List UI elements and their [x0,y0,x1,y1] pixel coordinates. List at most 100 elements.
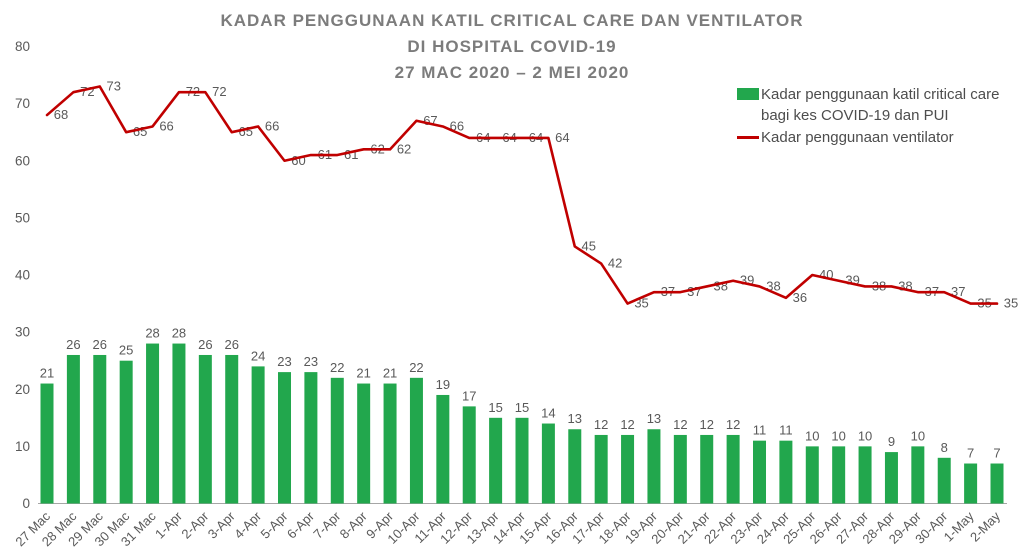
bar [225,354,239,504]
bar-value-label: 22 [330,360,344,375]
bar-value-label: 23 [277,354,291,369]
ventilator-point-label: 38 [713,278,727,293]
ventilator-point-label: 65 [133,124,147,139]
bar [779,440,793,504]
ventilator-point-label: 62 [397,141,411,156]
ventilator-point-label: 72 [80,84,94,99]
legend-label-ventilator: Kadar penggunaan ventilator [761,129,954,146]
x-axis-label: 2-Apr [178,508,212,542]
legend-item-critical-care: Kadar penggunaan katil critical care bag… [737,84,1017,126]
bar-value-label: 26 [224,337,238,352]
bar-value-label: 10 [805,428,819,443]
bar-value-label: 13 [647,411,661,426]
ventilator-point-label: 66 [159,118,173,133]
y-axis-label: 0 [22,496,30,511]
legend-label-critical-care: Kadar penggunaan katil critical care bag… [761,86,1000,124]
bar-value-label: 10 [831,428,845,443]
ventilator-point-label: 35 [1004,296,1018,311]
ventilator-point-label: 65 [238,124,252,139]
bar-value-label: 21 [383,366,397,381]
bar [647,429,661,504]
bar [621,434,635,504]
ventilator-line [45,85,999,305]
bar [93,354,107,504]
legend-item-ventilator: Kadar penggunaan ventilator [737,127,1017,148]
y-axis-label: 40 [15,268,30,283]
bar-value-label: 12 [673,417,687,432]
bar-value-label: 28 [172,326,186,341]
ventilator-point-label: 45 [582,238,596,253]
bar [937,457,951,504]
bar [172,343,186,504]
bar-value-label: 7 [993,446,1000,461]
bar-value-label: 7 [967,446,974,461]
bar-value-label: 21 [356,366,370,381]
y-axis-label: 50 [15,210,30,225]
bar [251,366,265,504]
bar [568,429,582,504]
bar-value-label: 17 [462,388,476,403]
ventilator-point-label: 60 [291,153,305,168]
y-axis-label: 20 [15,382,30,397]
bar [753,440,767,504]
bar-value-label: 19 [436,377,450,392]
legend: Kadar penggunaan katil critical care bag… [737,84,1017,148]
bar [66,354,80,504]
ventilator-point-label: 68 [54,107,68,122]
y-axis-label: 70 [15,96,30,111]
ventilator-point-label: 64 [555,130,569,145]
bar [409,377,423,504]
chart-title: KADAR PENGGUNAAN KATIL CRITICAL CARE DAN… [0,8,1024,86]
bar-value-label: 13 [568,411,582,426]
bar-value-label: 10 [858,428,872,443]
bar [357,383,371,504]
y-axis-label: 30 [15,325,30,340]
bar-value-label: 15 [515,400,529,415]
ventilator-point-label: 37 [687,284,701,299]
ventilator-point-label: 66 [265,118,279,133]
bar-value-label: 21 [40,366,54,381]
bar [832,446,846,504]
chart-title-line1: KADAR PENGGUNAAN KATIL CRITICAL CARE DAN… [220,11,804,30]
bar-value-label: 12 [726,417,740,432]
x-axis-label: 4-Apr [231,508,265,542]
x-axis-label: 6-Apr [284,508,318,542]
bar-value-label: 10 [911,428,925,443]
x-axis-label: 8-Apr [337,508,371,542]
bar-value-label: 8 [941,440,948,455]
bar-value-label: 28 [145,326,159,341]
bar-value-label: 11 [779,423,793,438]
bar [911,446,925,504]
bar-value-label: 9 [888,434,895,449]
bar [383,383,397,504]
bar-value-label: 24 [251,348,265,363]
bar-value-label: 26 [198,337,212,352]
x-axis-label: 5-Apr [258,508,292,542]
bar [330,377,344,504]
bar [858,446,872,504]
bar [462,406,476,504]
bar-value-label: 22 [409,360,423,375]
ventilator-point-label: 42 [608,256,622,271]
x-axis-label: 7-Apr [310,508,344,542]
bar-value-label: 12 [699,417,713,432]
bar [673,434,687,504]
bar [884,452,898,504]
bar [119,360,133,504]
legend-swatch-ventilator [737,136,759,139]
bar [726,434,740,504]
bar [700,434,714,504]
bar [990,463,1004,504]
bar-value-label: 12 [620,417,634,432]
bar-value-label: 12 [594,417,608,432]
ventilator-point-label: 36 [793,290,807,305]
legend-swatch-critical-care [737,88,759,100]
bar [805,446,819,504]
ventilator-point-label: 73 [107,78,121,93]
chart-title-line2: DI HOSPITAL COVID-19 [407,37,617,56]
bar [278,372,292,504]
y-axis-label: 10 [15,439,30,454]
chart-title-line3: 27 MAC 2020 – 2 MEI 2020 [394,63,630,82]
